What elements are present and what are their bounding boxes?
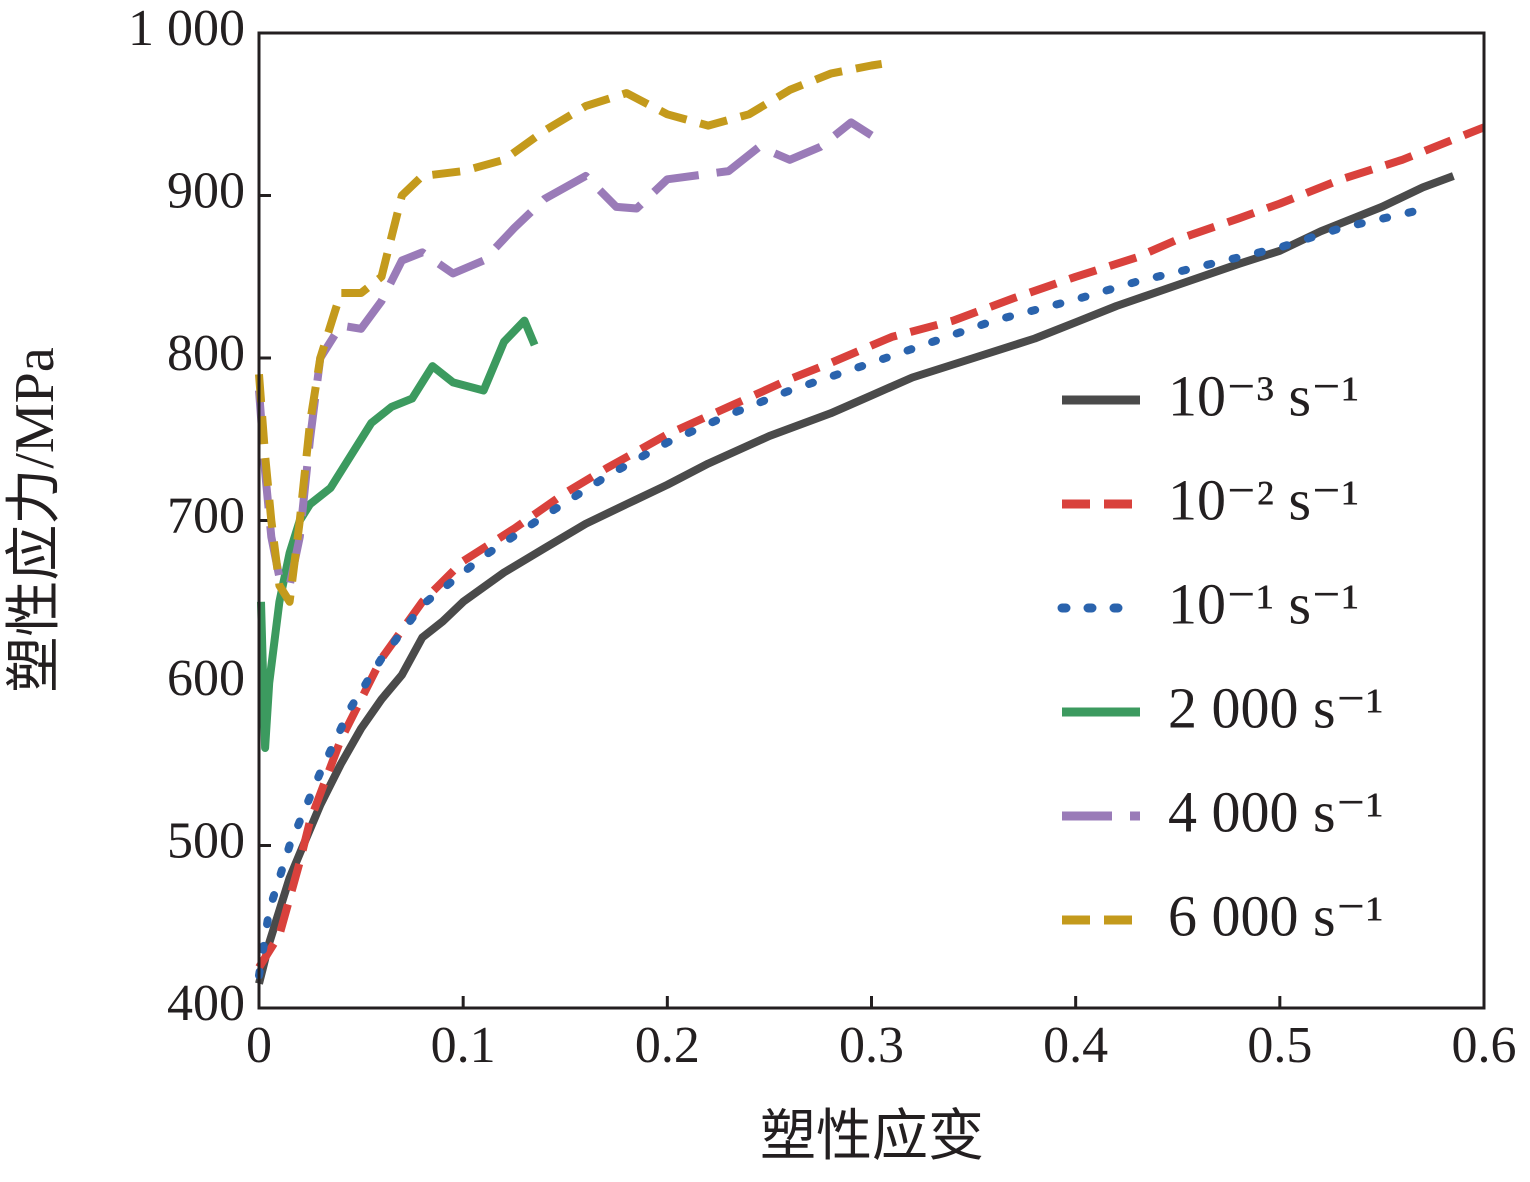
legend-label: 10⁻³ s⁻¹: [1168, 363, 1359, 428]
series-line: [255, 59, 883, 606]
series-line: [255, 118, 874, 590]
x-tick-label: 0.5: [1247, 1017, 1312, 1074]
legend-label: 10⁻¹ s⁻¹: [1168, 571, 1359, 636]
y-tick-label: 700: [167, 487, 245, 544]
series-line: [255, 172, 1455, 985]
y-tick-label: 400: [167, 975, 245, 1032]
x-tick-label: 0: [246, 1017, 272, 1074]
y-tick-label: 800: [167, 325, 245, 382]
x-tick-label: 0.4: [1043, 1017, 1108, 1074]
legend-label: 4 000 s⁻¹: [1168, 779, 1384, 844]
series-line: [257, 316, 539, 752]
plot-frame: [257, 31, 1486, 1010]
y-tick-label: 1 000: [128, 0, 245, 57]
x-axis-label: 塑性应变: [760, 1106, 984, 1168]
y-tick-label: 500: [167, 812, 245, 869]
y-tick-label: 900: [167, 162, 245, 219]
legend-label: 6 000 s⁻¹: [1168, 883, 1384, 948]
y-tick-label: 600: [167, 650, 245, 707]
x-tick-label: 0.1: [431, 1017, 496, 1074]
x-tick-label: 0.2: [635, 1017, 700, 1074]
y-axis-label: 塑性应力/MPa: [4, 347, 66, 692]
legend-label: 10⁻² s⁻¹: [1168, 467, 1359, 532]
series-line: [255, 123, 1486, 970]
x-tick-label: 0.6: [1452, 1017, 1517, 1074]
legend-label: 2 000 s⁻¹: [1168, 675, 1384, 740]
x-tick-label: 0.3: [839, 1017, 904, 1074]
